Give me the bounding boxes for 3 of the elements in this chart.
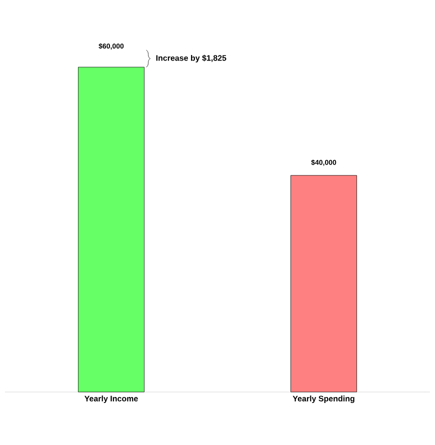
x-tick-label: Yearly Spending xyxy=(292,396,354,404)
x-tick-label: Yearly Income xyxy=(84,396,138,403)
text: Increase by $1,825 xyxy=(156,54,226,62)
